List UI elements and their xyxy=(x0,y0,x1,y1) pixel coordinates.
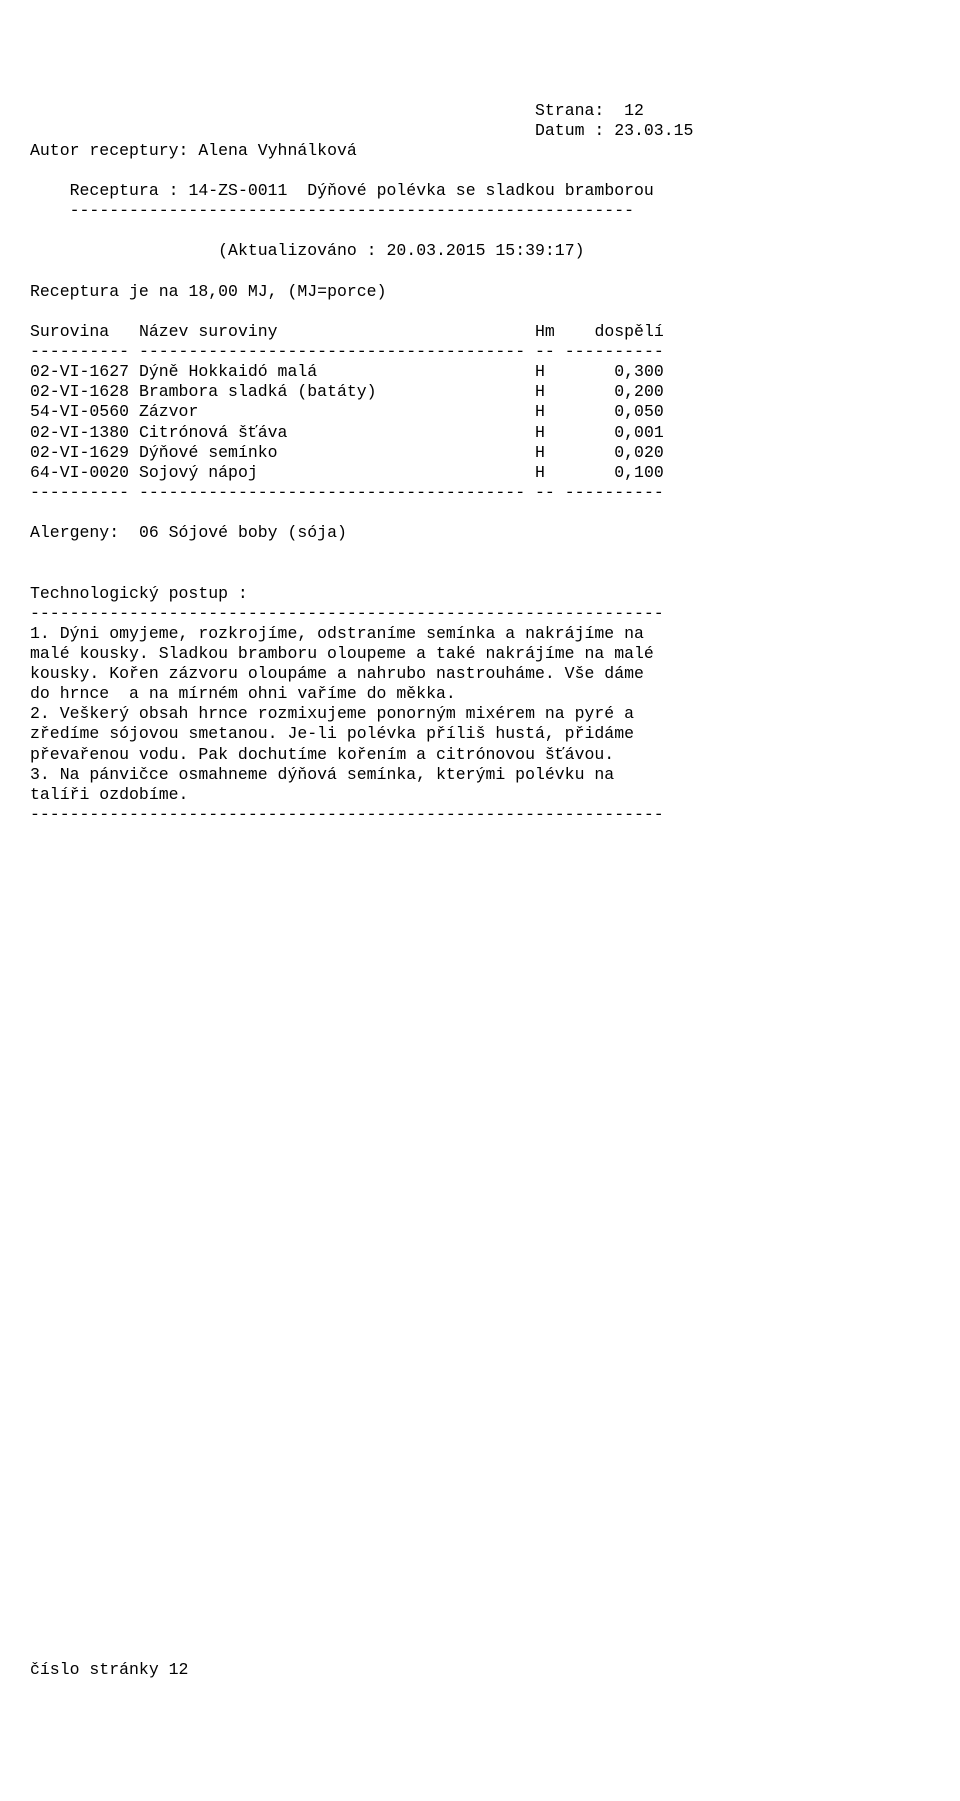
table-row: 02-VI-1628 Brambora sladká (batáty) H 0,… xyxy=(30,382,664,401)
row-hm: H xyxy=(535,382,545,401)
rule-c1: ---------- xyxy=(30,342,129,361)
rule-c1: ---------- xyxy=(30,483,129,502)
row-code: 02-VI-1627 xyxy=(30,362,129,381)
row-hm: H xyxy=(535,463,545,482)
allergens-line: Alergeny: 06 Sójové boby (sója) xyxy=(30,523,347,542)
table-row: 02-VI-1380 Citrónová šťáva H 0,001 xyxy=(30,423,664,442)
row-code: 64-VI-0020 xyxy=(30,463,129,482)
col-nazev: Název suroviny xyxy=(139,322,278,341)
author-label: Autor receptury: xyxy=(30,141,188,160)
divider-64: ----------------------------------------… xyxy=(30,805,664,824)
allergens-value: 06 Sójové boby (sója) xyxy=(139,523,347,542)
rule-c2: --------------------------------------- xyxy=(139,483,525,502)
table-header: Surovina Název suroviny Hm dospělí xyxy=(30,322,664,341)
row-hm: H xyxy=(535,423,545,442)
row-name: Sojový nápoj xyxy=(139,463,525,482)
row-val: 0,050 xyxy=(614,402,664,421)
updated-line: (Aktualizováno : 20.03.2015 15:39:17) xyxy=(30,241,585,260)
recipe-label: Receptura : xyxy=(70,181,179,200)
updated-value: 20.03.2015 15:39:17) xyxy=(386,241,584,260)
proc-line: 3. Na pánvičce osmahneme dýňová semínka,… xyxy=(30,765,614,784)
table-row: 64-VI-0020 Sojový nápoj H 0,100 xyxy=(30,463,664,482)
rule-c4: ---------- xyxy=(565,342,664,361)
row-hm: H xyxy=(535,362,545,381)
row-name: Dýně Hokkaidó malá xyxy=(139,362,525,381)
proc-line: malé kousky. Sladkou bramboru oloupeme a… xyxy=(30,644,654,663)
recipe-title: Dýňové polévka se sladkou bramborou xyxy=(307,181,654,200)
row-name: Dýňové semínko xyxy=(139,443,525,462)
footer-num: 12 xyxy=(169,1660,189,1679)
row-val: 0,300 xyxy=(614,362,664,381)
page-num: 12 xyxy=(624,101,644,120)
row-val: 0,100 xyxy=(614,463,664,482)
date-label: Datum : xyxy=(535,121,604,140)
table-row: 02-VI-1627 Dýně Hokkaidó malá H 0,300 xyxy=(30,362,664,381)
table-rule-bottom: ---------- -----------------------------… xyxy=(30,483,664,502)
col-dospeli: dospělí xyxy=(594,322,663,341)
header-line-1: Strana: 12 xyxy=(30,101,644,120)
updated-label: (Aktualizováno : xyxy=(218,241,376,260)
divider-64: ----------------------------------------… xyxy=(30,604,664,623)
proc-line: zředíme sójovou smetanou. Je-li polévka … xyxy=(30,724,634,743)
author-name: Alena Vyhnálková xyxy=(198,141,356,160)
row-code: 02-VI-1628 xyxy=(30,382,129,401)
portion-line: Receptura je na 18,00 MJ, (MJ=porce) xyxy=(30,282,386,301)
portion-value: 18,00 xyxy=(188,282,238,301)
proc-line: kousky. Kořen zázvoru oloupáme a nahrubo… xyxy=(30,664,644,683)
table-row: 02-VI-1629 Dýňové semínko H 0,020 xyxy=(30,443,664,462)
page-footer: číslo stránky 12 xyxy=(30,1660,188,1680)
row-hm: H xyxy=(535,402,545,421)
portion-a: Receptura je na xyxy=(30,282,179,301)
table-rule-top: ---------- -----------------------------… xyxy=(30,342,664,361)
row-name: Citrónová šťáva xyxy=(139,423,525,442)
row-name: Brambora sladká (batáty) xyxy=(139,382,525,401)
divider: ----------------------------------------… xyxy=(30,201,634,220)
row-code: 02-VI-1629 xyxy=(30,443,129,462)
recipe-line: Receptura : 14-ZS-0011 Dýňové polévka se… xyxy=(30,181,654,200)
row-hm: H xyxy=(535,443,545,462)
rule-c3: -- xyxy=(535,483,555,502)
author-line: Autor receptury: Alena Vyhnálková xyxy=(30,141,357,160)
procedure-title: Technologický postup : xyxy=(30,584,248,603)
row-name: Zázvor xyxy=(139,402,525,421)
footer-label: číslo stránky xyxy=(30,1660,159,1679)
proc-line: 2. Veškerý obsah hrnce rozmixujeme ponor… xyxy=(30,704,634,723)
portion-b: MJ, (MJ=porce) xyxy=(248,282,387,301)
proc-line: převařenou vodu. Pak dochutíme kořením a… xyxy=(30,745,614,764)
row-val: 0,020 xyxy=(614,443,664,462)
recipe-code: 14-ZS-0011 xyxy=(188,181,287,200)
proc-line: talíři ozdobíme. xyxy=(30,785,188,804)
col-hm: Hm xyxy=(535,322,555,341)
header-line-2: Datum : 23.03.15 xyxy=(30,121,693,140)
page: Strana: 12 Datum : 23.03.15 Autor recept… xyxy=(30,101,930,1681)
allergens-label: Alergeny: xyxy=(30,523,119,542)
page-label: Strana: xyxy=(535,101,604,120)
row-val: 0,200 xyxy=(614,382,664,401)
date-value: 23.03.15 xyxy=(614,121,693,140)
row-val: 0,001 xyxy=(614,423,664,442)
proc-line: do hrnce a na mírném ohni vaříme do měkk… xyxy=(30,684,456,703)
row-code: 02-VI-1380 xyxy=(30,423,129,442)
divider-57: ----------------------------------------… xyxy=(70,201,634,220)
col-surovina: Surovina xyxy=(30,322,109,341)
proc-line: 1. Dýni omyjeme, rozkrojíme, odstraníme … xyxy=(30,624,644,643)
rule-c3: -- xyxy=(535,342,555,361)
row-code: 54-VI-0560 xyxy=(30,402,129,421)
table-row: 54-VI-0560 Zázvor H 0,050 xyxy=(30,402,664,421)
rule-c2: --------------------------------------- xyxy=(139,342,525,361)
rule-c4: ---------- xyxy=(565,483,664,502)
